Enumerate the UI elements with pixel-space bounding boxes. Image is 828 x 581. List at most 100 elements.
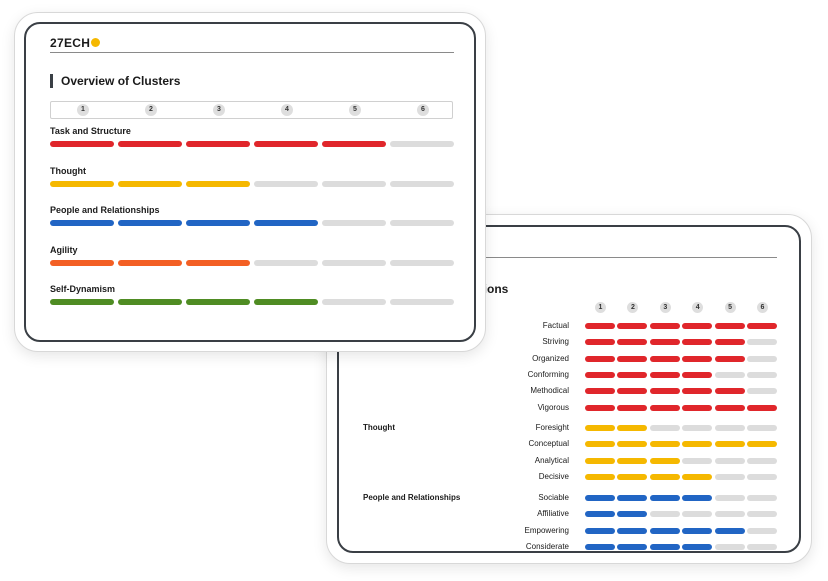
bar-segment [585, 404, 615, 411]
group-label: Thought [363, 423, 395, 432]
bar-segment [617, 355, 648, 362]
cluster-label: Task and Structure [50, 126, 131, 136]
bar-segment [50, 141, 114, 147]
logo-dot-icon [91, 38, 101, 47]
bar-segment [649, 355, 680, 362]
dimension-label: Conceptual [528, 439, 569, 449]
bar-segment [585, 323, 615, 329]
overview-scale: 1 2 3 4 5 6 [50, 101, 453, 119]
bar-segment [617, 371, 648, 378]
bar-segment [118, 180, 182, 187]
scale-number: 6 [417, 104, 429, 116]
bar-segment [254, 141, 318, 147]
bar-segment [617, 339, 648, 346]
bar-segment [617, 323, 648, 329]
bar-segment [714, 388, 745, 395]
bar-segment [50, 299, 114, 305]
bar-segment [617, 543, 648, 550]
bar-segment [747, 388, 777, 395]
bar-segment [617, 425, 648, 431]
scale-number: 5 [349, 104, 361, 116]
dimension-label: Striving [542, 337, 569, 347]
bar-segment [714, 495, 745, 501]
header-divider [351, 257, 777, 258]
bar-segment [682, 323, 713, 329]
scale-number: 5 [724, 302, 736, 313]
bar-segment [649, 473, 680, 480]
bar-segment [714, 457, 745, 464]
bar-segment [714, 441, 745, 448]
bar-segment [747, 355, 777, 362]
bar-segment [585, 495, 615, 501]
bar-segment [254, 180, 318, 187]
bar-segment [649, 441, 680, 448]
bar-segment [118, 299, 182, 305]
bar-segment [585, 473, 615, 480]
bar-segment [649, 388, 680, 395]
bar-segment [617, 511, 648, 518]
bar-segment [747, 441, 777, 448]
bar-segment [714, 425, 745, 431]
cluster-label: Agility [50, 244, 78, 255]
bar-segment [585, 339, 615, 346]
bar-segment [649, 511, 680, 518]
bar-segment [714, 339, 745, 346]
bar-segment [682, 339, 713, 346]
bar-segment [617, 527, 648, 534]
cluster-bar [50, 141, 454, 147]
bar-segment [118, 259, 182, 266]
bar-segment [254, 299, 318, 305]
bar-segment [747, 371, 777, 378]
bar-segment [714, 355, 745, 362]
cluster-bar [50, 220, 454, 226]
bar-segment [747, 473, 777, 480]
bar-segment [747, 323, 777, 329]
scale-number: 3 [659, 302, 671, 313]
bar-segment [747, 404, 777, 411]
bar-segment [390, 180, 454, 187]
bar-segment [682, 355, 713, 362]
bar-segment [649, 457, 680, 464]
bar-segment [617, 473, 648, 480]
bar-segment [186, 299, 250, 305]
bar-segment [186, 259, 250, 266]
bar-segment [682, 441, 713, 448]
bar-segment [682, 425, 713, 431]
brand-logo: 27ECH [50, 36, 101, 50]
bar-segment [617, 404, 648, 411]
bar-segment [747, 511, 777, 518]
bar-segment [682, 543, 713, 550]
dimension-label: Organized [532, 353, 569, 363]
bar-segment [322, 220, 386, 226]
brand-logo-text: 27ECH [50, 36, 91, 50]
bar-segment [747, 425, 777, 431]
scale-number: 3 [213, 104, 225, 116]
bar-segment [50, 259, 114, 266]
bar-segment [585, 388, 615, 395]
header-divider [50, 52, 454, 53]
bar-segment [322, 141, 386, 147]
bar-segment [585, 425, 615, 431]
bar-segment [649, 404, 680, 411]
bar-segment [649, 527, 680, 534]
scale-number: 2 [145, 104, 157, 116]
cluster-bar [50, 299, 454, 305]
bar-segment [649, 425, 680, 431]
scale-number: 6 [757, 302, 768, 313]
bar-segment [649, 371, 680, 378]
bar-segment [714, 323, 745, 329]
dimension-label: Vigorous [537, 402, 569, 412]
bar-segment [254, 259, 318, 266]
bar-segment [714, 371, 745, 378]
bar-segment [649, 323, 680, 329]
bar-segment [118, 220, 182, 226]
bar-segment [585, 441, 615, 448]
bar-segment [585, 457, 615, 464]
bar-segment [322, 180, 386, 187]
bar-segment [747, 495, 777, 501]
bar-segment [118, 141, 182, 147]
dimension-label: Affiliative [537, 509, 569, 519]
bar-segment [714, 527, 745, 534]
dimension-label: Decisive [538, 471, 569, 481]
bar-segment [322, 259, 386, 266]
